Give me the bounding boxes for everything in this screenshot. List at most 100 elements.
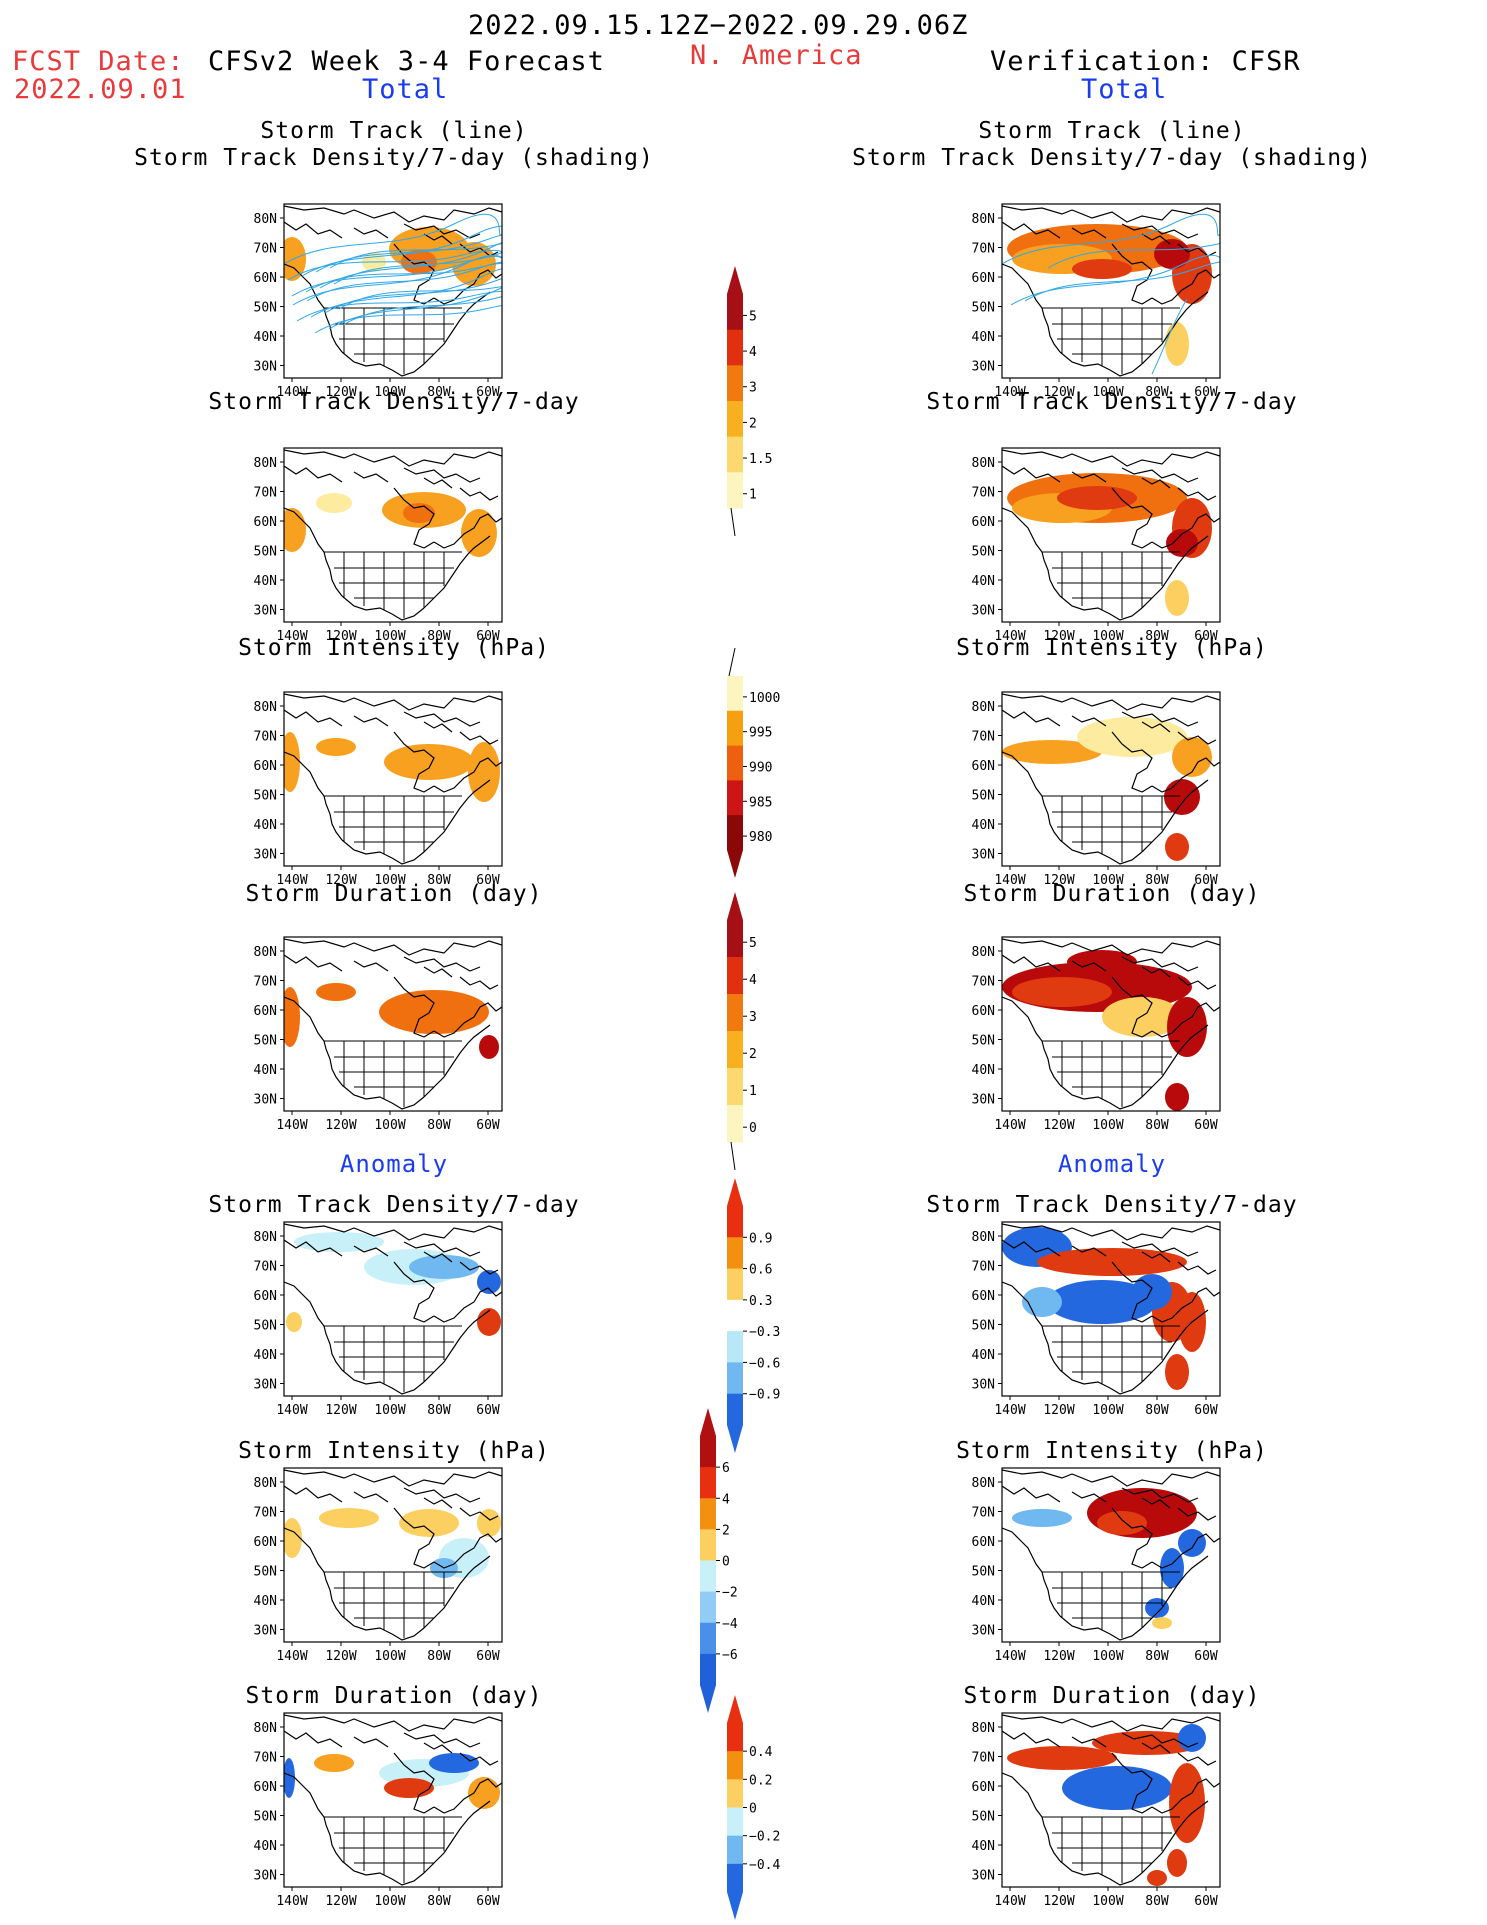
coastline	[284, 1223, 502, 1241]
map-duration-right-svg: 80N 70N 60N 50N 40N 30N 140W 120W 100W 80W 60W	[972, 936, 1221, 1133]
lon-tick-label: 140W	[994, 1894, 1025, 1909]
colorbar-cap	[727, 1178, 743, 1206]
colorbar-segment	[727, 1206, 743, 1238]
colorbar-cap	[728, 647, 736, 677]
coastline	[433, 757, 502, 793]
lat-tick-label: 50N	[254, 1319, 277, 1334]
lon-tick-label: 80W	[1145, 873, 1169, 888]
map-frame	[1001, 1221, 1221, 1397]
lat-tick-label: 30N	[972, 1093, 995, 1108]
lon-tick-label: 100W	[1092, 1894, 1123, 1909]
coastline	[341, 1369, 425, 1395]
colorbar-label: 4	[722, 1492, 730, 1507]
fcst-date: 2022.09.01	[14, 74, 187, 105]
title-track-shading-left: Storm Track Density/7-day (shading)	[134, 145, 654, 171]
colorbar-label: −6	[722, 1648, 738, 1663]
shading-cell	[468, 742, 500, 802]
coastline	[1002, 1485, 1061, 1503]
colorbar-cap	[727, 850, 743, 878]
lat-tick-label: 70N	[254, 730, 277, 745]
lat-tick-label: 60N	[972, 1289, 995, 1304]
shading-cell	[316, 493, 352, 513]
lon-tick-label: 120W	[325, 1894, 356, 1909]
colorbar-segment	[727, 436, 743, 473]
colorbar-segment	[700, 1622, 716, 1655]
coastline	[353, 715, 389, 727]
colorbar-segment	[727, 1105, 743, 1143]
lat-tick-label: 60N	[254, 271, 277, 286]
lon-tick-label: 120W	[1043, 873, 1074, 888]
coastline	[1121, 956, 1199, 972]
coastline	[1141, 1251, 1171, 1263]
shading-cell	[1178, 1529, 1206, 1557]
lon-tick-label: 120W	[325, 1118, 356, 1133]
lat-tick-label: 60N	[972, 1780, 995, 1795]
map-track-line-left-svg: 80N 70N 60N 50N 40N 30N 140W 120W 100W 80W 60W	[254, 203, 503, 400]
shading-cell	[468, 1777, 500, 1809]
lat-tick-label: 50N	[254, 545, 277, 560]
lon-tick-label: 80W	[427, 1403, 451, 1418]
colorbar-label: 1	[749, 1084, 757, 1099]
colorbar-label: −0.4	[749, 1858, 780, 1873]
lat-tick-label: 60N	[254, 1780, 277, 1795]
colorbar-segment	[727, 780, 743, 816]
lon-tick-label: 100W	[374, 1118, 405, 1133]
storm-track-line	[292, 254, 502, 306]
shading-cell	[284, 732, 300, 792]
shading-cell	[1178, 1724, 1206, 1752]
shading-cell	[1067, 950, 1137, 974]
lat-tick-label: 70N	[254, 242, 277, 257]
lat-tick-label: 40N	[972, 330, 995, 345]
coastline	[1177, 1261, 1217, 1275]
colorbar-segment	[727, 745, 743, 781]
coastline	[284, 693, 502, 711]
lon-tick-label: 120W	[1043, 385, 1074, 400]
coastline	[353, 960, 389, 972]
lon-tick-label: 140W	[994, 1649, 1025, 1664]
lat-tick-label: 40N	[972, 574, 995, 589]
colorbar-label: 3	[749, 381, 757, 396]
storm-track-line	[342, 295, 502, 326]
coastline	[1141, 966, 1171, 978]
lat-tick-label: 60N	[972, 759, 995, 774]
lon-tick-label: 60W	[476, 873, 500, 888]
shading-cell	[284, 1758, 295, 1798]
colorbar-cap	[727, 892, 743, 920]
shading-cell	[316, 738, 356, 756]
shading-cell	[1132, 1274, 1172, 1310]
colorbar-segment	[700, 1591, 716, 1624]
coastline	[284, 954, 343, 972]
lon-tick-label: 140W	[994, 629, 1025, 644]
lat-tick-label: 30N	[972, 1378, 995, 1393]
colorbar-segment	[727, 815, 743, 851]
coastline	[433, 1287, 502, 1323]
lat-tick-label: 60N	[254, 515, 277, 530]
coastline	[403, 711, 481, 727]
shading-cell	[1145, 1598, 1169, 1618]
coastline	[284, 1469, 502, 1487]
coastline	[353, 471, 389, 483]
shading-cell	[1165, 322, 1189, 366]
lon-tick-label: 120W	[1043, 629, 1074, 644]
lon-tick-label: 80W	[427, 629, 451, 644]
coastline	[433, 1002, 502, 1038]
shading-cell	[286, 1312, 302, 1332]
coastline	[1151, 1287, 1220, 1323]
map-track-line-right: 80N 70N 60N 50N 40N 30N 140W 120W 100W 80W 60W	[942, 194, 1230, 412]
lat-tick-label: 80N	[972, 212, 995, 227]
title-duration-right: Storm Duration (day)	[963, 881, 1261, 907]
coastline	[1059, 1615, 1143, 1641]
coastline	[403, 1732, 481, 1748]
lat-tick-label: 70N	[972, 1506, 995, 1521]
colorbar-label: 5	[749, 309, 757, 324]
coastline	[284, 1714, 502, 1732]
right-verif-title: Verification: CFSR	[990, 46, 1301, 77]
map-frame	[1001, 1712, 1221, 1888]
lat-tick-label: 70N	[972, 486, 995, 501]
coastline	[1002, 1772, 1061, 1862]
coastline	[1002, 1714, 1220, 1732]
lat-tick-label: 60N	[254, 1004, 277, 1019]
right-total-label: Total	[1081, 74, 1168, 105]
coastline	[459, 487, 499, 501]
map-density-anom-right: 80N 70N 60N 50N 40N 30N 140W 120W 100W 80W 60W	[942, 1212, 1230, 1430]
